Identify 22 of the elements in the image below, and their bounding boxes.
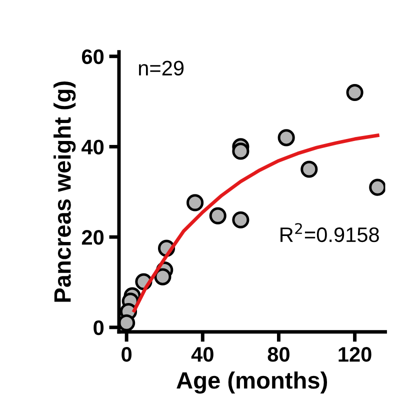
y-tick-label: 20 xyxy=(82,230,104,245)
y-tick-label: 40 xyxy=(82,140,104,154)
annotation: n=29 xyxy=(138,60,184,76)
y-tick-label: 0 xyxy=(94,320,104,336)
point xyxy=(232,211,250,228)
annotation: R$^{2}$=0.9158 xyxy=(280,223,379,242)
point xyxy=(118,314,136,332)
point xyxy=(346,84,364,102)
y-tick-label: 60 xyxy=(82,49,104,64)
point xyxy=(300,160,318,178)
point xyxy=(186,194,204,212)
y-axis-title: Pancreas weight (g) xyxy=(54,82,76,302)
x-tick-label: 0 xyxy=(122,347,132,362)
point xyxy=(232,142,250,160)
point xyxy=(278,129,295,146)
point xyxy=(369,178,386,196)
point xyxy=(209,207,226,224)
x-axis-title: Age (months) xyxy=(176,371,327,394)
x-tick-label: 120 xyxy=(338,347,372,362)
x-tick-label: 40 xyxy=(191,347,214,362)
point xyxy=(154,268,172,286)
x-tick-label: 80 xyxy=(268,347,290,362)
